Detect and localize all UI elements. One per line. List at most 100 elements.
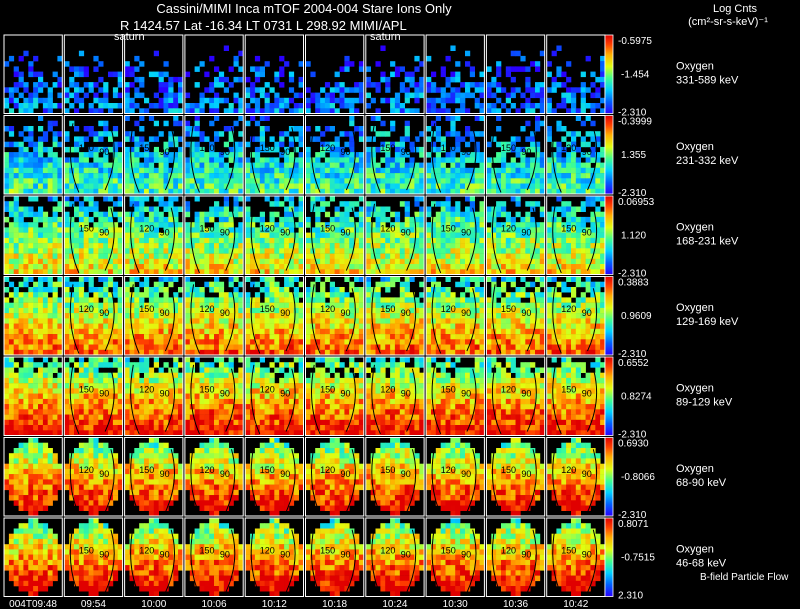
heatmap-cell [460,302,466,309]
heatmap-cell [590,227,596,233]
heatmap-cell [139,173,145,179]
heatmap-cell [69,82,75,88]
heatmap-cell [298,237,304,244]
heatmap-cell [414,66,420,72]
heatmap-cell [259,253,265,260]
heatmap-cell [93,188,99,195]
heatmap-cell [440,157,446,163]
heatmap-cell [358,349,365,356]
heatmap-cell [199,334,205,340]
heatmap-cell [64,349,70,356]
heatmap-cell [124,66,130,72]
heatmap-cell [274,232,280,239]
heatmap-cell [575,87,581,93]
heatmap-cell [329,173,335,179]
heatmap-cell [74,232,80,239]
heatmap-cell [158,281,164,288]
heatmap-cell [98,253,104,260]
heatmap-cell [194,302,200,309]
heatmap-cell [474,297,480,303]
heatmap-cell [293,157,299,163]
heatmap-cell [173,307,179,314]
heatmap-cell [344,328,350,335]
heatmap-cell [329,248,335,254]
heatmap-cell [259,66,265,72]
heatmap-cell [28,334,34,340]
heatmap-cell [399,258,405,265]
heatmap-cell [315,126,321,132]
heatmap-cell [339,349,345,356]
heatmap-cell [501,162,507,169]
heatmap-cell [320,313,326,319]
heatmap-cell [52,292,58,298]
heatmap-cell [561,183,567,189]
heatmap-cell [168,264,174,270]
heatmap-cell [320,146,326,153]
heatmap-cell [259,269,265,275]
heatmap-cell [575,302,581,309]
heatmap-cell [254,258,261,265]
heatmap-cell [189,232,195,239]
heatmap-cell [474,178,480,184]
heatmap-cell [414,328,420,335]
heatmap-cell [274,76,280,83]
heatmap-cell [98,248,104,254]
heatmap-cell [98,307,104,314]
heatmap-cell [305,313,311,319]
heatmap-cell [409,76,415,83]
heatmap-cell [13,201,19,207]
heatmap-cell [284,103,290,109]
heatmap-cell [595,141,601,148]
heatmap-cell [218,76,225,83]
heatmap-cell [245,141,251,148]
heatmap-cell [469,196,475,202]
heatmap-cell [23,173,29,179]
heatmap-cell [134,196,140,202]
heatmap-cell [158,307,164,314]
heatmap-cell [98,216,104,223]
heatmap-cell [184,173,191,179]
heatmap-cell [431,216,437,223]
heatmap-cell [298,302,304,309]
heatmap-cell [556,222,562,228]
heatmap-cell [561,243,567,249]
heatmap-cell [117,76,123,83]
heatmap-cell [74,339,80,345]
heatmap-cell [233,287,239,293]
heatmap-cell [117,339,123,345]
heatmap-cell [571,136,577,142]
heatmap-cell [112,307,119,314]
heatmap-cell [139,162,145,169]
heatmap-cell [163,302,169,309]
heatmap-cell [455,206,461,212]
heatmap-cell [460,216,466,223]
heatmap-cell [354,211,360,218]
heatmap-cell [419,227,425,233]
heatmap-cell [189,146,195,153]
heatmap-cell [354,237,360,244]
heatmap-cell [344,334,350,340]
heatmap-cell [69,92,75,99]
heatmap-cell [23,349,29,356]
heatmap-cell [380,281,386,288]
heatmap-cell [469,157,475,163]
heatmap-cell [546,302,552,309]
heatmap-cell [491,173,497,179]
heatmap-cell [496,292,502,298]
heatmap-cell [4,167,10,174]
heatmap-cell [284,167,290,174]
heatmap-cell [525,66,531,72]
heatmap-cell [344,222,350,228]
heatmap-cell [566,131,572,137]
heatmap-cell [64,302,70,309]
heatmap-cell [173,141,179,148]
heatmap-cell [385,248,391,254]
heatmap-cell [334,349,340,356]
heatmap-cell [370,227,376,233]
heatmap-cell [108,196,114,202]
heatmap-cell [358,237,365,244]
heatmap-cell [4,87,10,93]
heatmap-cell [595,162,601,169]
heatmap-cell [460,253,466,260]
heatmap-cell [380,45,386,51]
